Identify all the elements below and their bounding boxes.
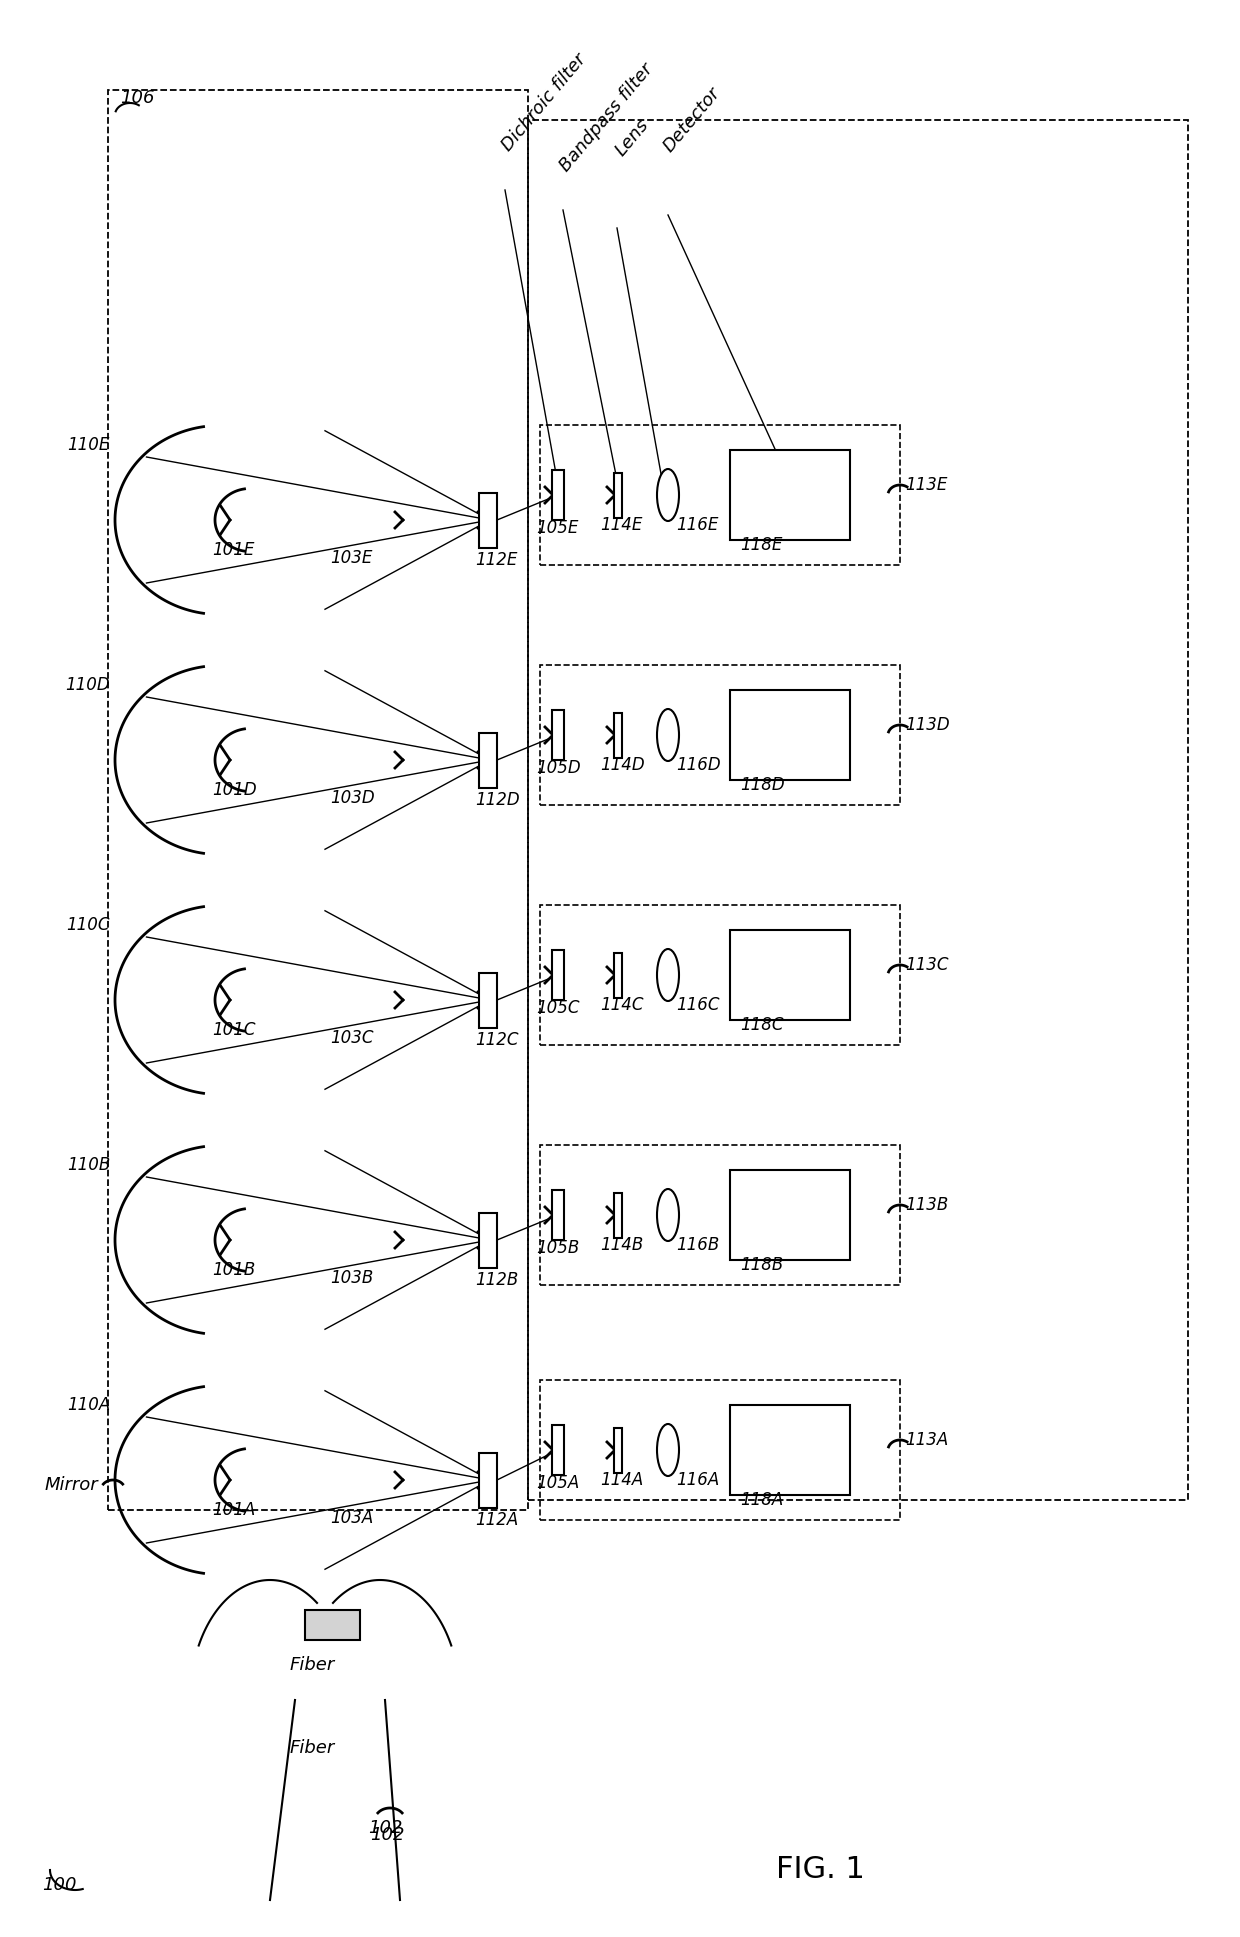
Text: 103B: 103B <box>330 1269 373 1286</box>
Ellipse shape <box>657 949 680 1001</box>
Text: 103E: 103E <box>330 548 372 568</box>
Text: Fiber: Fiber <box>290 1739 335 1757</box>
Bar <box>479 494 497 548</box>
Text: 100: 100 <box>42 1877 77 1894</box>
Text: 110D: 110D <box>66 676 110 693</box>
Text: 110C: 110C <box>67 916 110 934</box>
Bar <box>614 1193 622 1238</box>
Text: 101C: 101C <box>212 1021 255 1038</box>
Text: 105A: 105A <box>536 1474 579 1491</box>
Text: 102: 102 <box>370 1827 404 1844</box>
Bar <box>614 953 622 998</box>
Bar <box>552 949 564 999</box>
Text: 102: 102 <box>368 1819 403 1836</box>
Text: 116E: 116E <box>676 515 718 535</box>
Text: 105D: 105D <box>536 759 580 777</box>
Text: 103C: 103C <box>330 1029 373 1048</box>
Text: 110A: 110A <box>67 1397 110 1414</box>
Text: 118E: 118E <box>740 537 782 554</box>
Text: 110B: 110B <box>67 1156 110 1174</box>
Text: 113E: 113E <box>905 477 947 494</box>
Text: 114D: 114D <box>600 755 645 775</box>
Bar <box>730 690 849 781</box>
Text: 114C: 114C <box>600 996 644 1013</box>
Bar <box>479 972 497 1029</box>
Text: Bandpass filter: Bandpass filter <box>556 60 656 176</box>
Text: Fiber: Fiber <box>290 1656 335 1674</box>
Bar <box>552 711 564 759</box>
Text: 114B: 114B <box>600 1236 644 1253</box>
Ellipse shape <box>657 709 680 761</box>
Text: 110E: 110E <box>68 436 110 453</box>
Text: 113D: 113D <box>905 717 950 734</box>
Text: 105E: 105E <box>536 519 578 537</box>
Text: Mirror: Mirror <box>45 1476 98 1493</box>
Ellipse shape <box>657 1189 680 1242</box>
Text: 101B: 101B <box>212 1261 255 1278</box>
Bar <box>528 120 1188 1499</box>
Text: 112A: 112A <box>475 1511 518 1528</box>
Bar <box>730 449 849 540</box>
Text: 112E: 112E <box>475 550 517 569</box>
Bar <box>730 930 849 1021</box>
Bar <box>552 471 564 519</box>
Text: 113C: 113C <box>905 957 949 974</box>
Text: 118A: 118A <box>740 1491 784 1509</box>
Bar <box>108 89 528 1511</box>
Bar <box>479 1453 497 1509</box>
Bar <box>730 1170 849 1259</box>
Text: 112C: 112C <box>475 1030 518 1050</box>
Text: 101E: 101E <box>212 540 254 560</box>
Bar <box>539 664 900 806</box>
Text: Detector: Detector <box>660 83 724 155</box>
Text: 105C: 105C <box>536 999 579 1017</box>
Text: 116B: 116B <box>676 1236 719 1253</box>
Text: 103D: 103D <box>330 788 374 808</box>
Text: 106: 106 <box>120 89 155 107</box>
Text: 118B: 118B <box>740 1255 784 1275</box>
Text: 114E: 114E <box>600 515 642 535</box>
Text: Lens: Lens <box>613 116 652 161</box>
Text: FIG. 1: FIG. 1 <box>775 1856 864 1885</box>
Text: 116A: 116A <box>676 1470 719 1490</box>
Bar <box>614 713 622 757</box>
Text: 118C: 118C <box>740 1017 784 1034</box>
Bar <box>552 1189 564 1240</box>
Text: 112B: 112B <box>475 1271 518 1288</box>
Bar <box>614 1428 622 1472</box>
Bar <box>539 424 900 566</box>
Bar <box>552 1426 564 1474</box>
Text: 101D: 101D <box>212 781 257 798</box>
Text: 113A: 113A <box>905 1431 949 1449</box>
Ellipse shape <box>657 469 680 521</box>
Bar <box>614 473 622 517</box>
Bar <box>539 1379 900 1521</box>
Ellipse shape <box>657 1424 680 1476</box>
Text: 118D: 118D <box>740 777 785 794</box>
Bar <box>479 732 497 788</box>
Bar <box>479 1213 497 1269</box>
Text: 116C: 116C <box>676 996 719 1013</box>
Text: 113B: 113B <box>905 1195 949 1214</box>
Text: 101A: 101A <box>212 1501 255 1519</box>
Bar <box>305 1610 360 1641</box>
Text: 114A: 114A <box>600 1470 644 1490</box>
Text: 112D: 112D <box>475 790 520 810</box>
Bar <box>539 1145 900 1284</box>
Text: 105B: 105B <box>536 1240 579 1257</box>
Text: 116D: 116D <box>676 755 720 775</box>
Text: 103A: 103A <box>330 1509 373 1526</box>
Bar <box>730 1404 849 1495</box>
Bar <box>539 905 900 1044</box>
Text: Dichroic filter: Dichroic filter <box>498 50 589 155</box>
